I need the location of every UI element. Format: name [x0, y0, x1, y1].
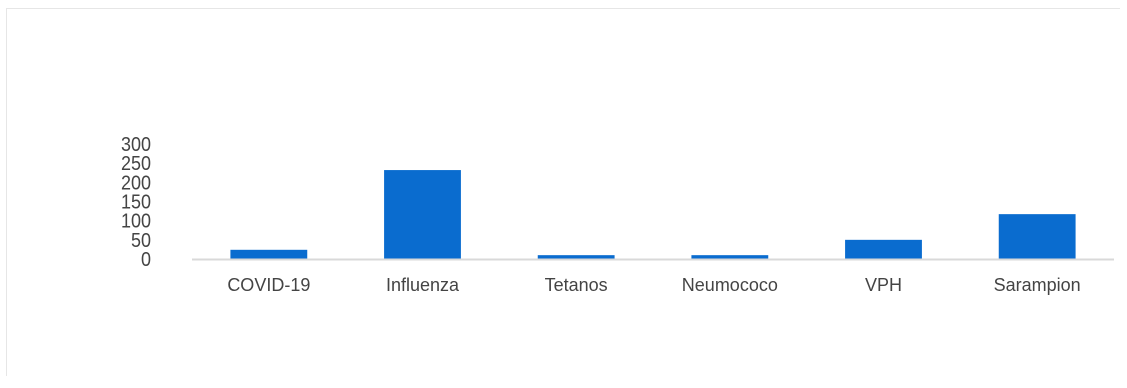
y-tick-label: 100: [121, 211, 151, 233]
x-axis: COVID-19 Influenza Tetanos Neumococo VPH Sara…: [227, 275, 1080, 295]
y-tick-label: 50: [131, 230, 151, 252]
y-tick-label: 200: [121, 172, 151, 194]
y-tick-label: 0: [141, 249, 151, 271]
x-tick-label: Influenza: [386, 275, 460, 295]
bars: [230, 170, 1076, 259]
y-tick-label: 250: [121, 153, 151, 175]
x-tick-label: VPH: [865, 275, 902, 295]
y-tick-label: 150: [121, 192, 151, 214]
bar-neumococo: [691, 255, 769, 259]
x-tick-label: Neumococo: [682, 275, 778, 295]
x-tick-label: Sarampion: [994, 275, 1081, 295]
y-tick-label: 300: [121, 134, 151, 156]
bar-tetanos: [537, 255, 615, 259]
bar-sarampion: [998, 214, 1076, 259]
x-tick-label: COVID-19: [227, 275, 310, 295]
x-tick-label: Tetanos: [545, 275, 608, 295]
bar-vph: [845, 239, 922, 259]
bar-covid-19: [230, 249, 308, 259]
chart-panel: 0 50 100 150 200 250 300 COVID-19 Influenza Teta…: [6, 8, 1120, 376]
bar-influenza: [384, 170, 461, 259]
